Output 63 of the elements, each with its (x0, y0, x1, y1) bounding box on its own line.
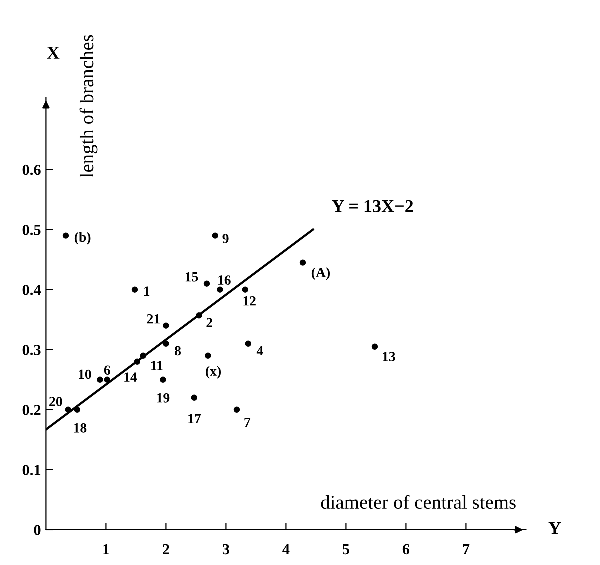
point (134, 358, 140, 365)
annotation: (x) (206, 366, 222, 379)
y-tick-label: 0.3 (22, 345, 41, 356)
point (140, 352, 146, 359)
annotation: 13 (383, 352, 396, 362)
point (242, 286, 248, 293)
y-tick-label: 0.5 (22, 224, 41, 236)
annotation: 11 (151, 361, 163, 370)
text: Y (548, 522, 562, 534)
annotation: 16 (218, 276, 231, 285)
point (245, 340, 252, 347)
annotation: 15 (186, 272, 198, 282)
point (212, 232, 218, 239)
x-tick-label: 7 (463, 544, 470, 554)
annotation: 19 (157, 393, 170, 403)
annotation: 12 (244, 296, 256, 306)
x-tick-label: 1 (104, 544, 110, 554)
point (205, 352, 212, 359)
annotation: Y = 13X−2 (332, 200, 414, 212)
x-tick-label: 4 (282, 544, 290, 554)
point (74, 406, 80, 414)
y-axis-title: length of branches (80, 35, 98, 178)
point (300, 260, 306, 266)
annotation: 1 (144, 286, 150, 296)
point (234, 406, 240, 414)
y-tick-label: 0.6 (22, 164, 41, 176)
point (196, 312, 202, 319)
annotation: (A) (312, 268, 330, 280)
annotation: 21 (147, 314, 160, 324)
text: X (47, 47, 60, 59)
annotation: 8 (174, 346, 182, 356)
annotation: 10 (79, 370, 92, 380)
annotation: 9 (222, 234, 229, 244)
point (372, 344, 378, 350)
annotation: 2 (206, 318, 212, 328)
point (97, 376, 104, 383)
point (160, 376, 166, 383)
point (163, 322, 170, 329)
annotation: 20 (50, 397, 62, 406)
y-tick-label: 0.1 (22, 465, 41, 476)
point (217, 286, 224, 293)
point (132, 286, 138, 293)
x-tick-label: 3 (222, 544, 230, 555)
annotation: 14 (124, 372, 138, 382)
x-axis-title: diameter of central stems (321, 495, 516, 510)
annotation: 4 (256, 346, 264, 356)
point (163, 340, 170, 347)
point (191, 394, 198, 401)
point (62, 232, 70, 239)
annotation: 17 (188, 414, 202, 424)
y-tick-label: 0.2 (22, 405, 41, 416)
x-tick-label: 2 (163, 544, 170, 554)
point (204, 280, 210, 287)
x-tick-label: 5 (342, 544, 350, 555)
point (65, 406, 72, 414)
y-tick-label: 0 (34, 525, 41, 536)
y-tick-label: 0.4 (22, 284, 42, 296)
annotation: 6 (104, 366, 110, 376)
x-tick-label: 6 (402, 544, 410, 555)
point (104, 376, 110, 383)
annotation: 7 (244, 418, 251, 428)
annotation: 18 (74, 423, 87, 433)
annotation: (b) (74, 232, 91, 245)
